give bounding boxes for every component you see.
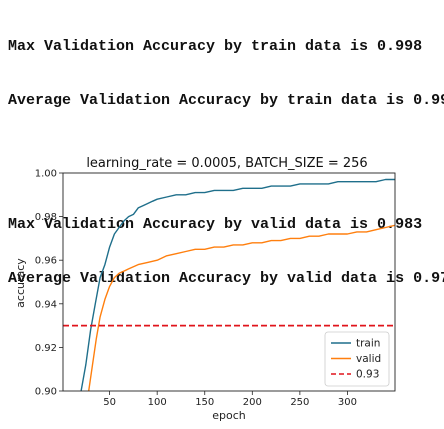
x-tick-label: 250 bbox=[290, 397, 309, 408]
stats-line-avg-train: Average Validation Accuracy by train dat… bbox=[8, 92, 444, 109]
y-tick-label: 0.90 bbox=[35, 387, 57, 398]
series-line-train bbox=[80, 178, 395, 391]
stats-line-max-valid: Max Validation Accuracy by valid data is… bbox=[8, 216, 423, 233]
y-tick-label: 0.98 bbox=[35, 212, 57, 223]
x-axis-label: epoch bbox=[212, 409, 246, 422]
y-axis-label: accuracy bbox=[14, 258, 27, 308]
stats-line-avg-valid: Average Validation Accuracy by valid dat… bbox=[8, 270, 444, 287]
x-tick-label: 200 bbox=[243, 397, 262, 408]
series-line-valid bbox=[88, 224, 395, 391]
x-tick-label: 300 bbox=[338, 397, 357, 408]
y-tick-label: 1.00 bbox=[35, 169, 57, 180]
legend-label-0-93: 0.93 bbox=[356, 369, 379, 381]
y-tick-label: 0.96 bbox=[35, 256, 57, 267]
stats-text-block: Max Validation Accuracy by train data is… bbox=[8, 2, 444, 306]
x-tick-label: 50 bbox=[103, 397, 116, 408]
x-tick-label: 100 bbox=[148, 397, 167, 408]
stats-line-max-train: Max Validation Accuracy by train data is… bbox=[8, 38, 423, 55]
legend-box bbox=[324, 331, 390, 387]
legend-label-train: train bbox=[356, 338, 380, 350]
x-tick-label: 150 bbox=[195, 397, 214, 408]
plot-frame bbox=[62, 172, 396, 392]
chart-title: learning_rate = 0.0005, BATCH_SIZE = 256 bbox=[86, 156, 367, 171]
y-tick-label: 0.92 bbox=[35, 343, 57, 354]
legend-label-valid: valid bbox=[356, 353, 381, 365]
plot-area: 50 100 150 200 250 300 0.90 0.92 0.94 0.96 0.98 1.0… bbox=[35, 169, 396, 408]
y-tick-label: 0.94 bbox=[35, 299, 57, 310]
